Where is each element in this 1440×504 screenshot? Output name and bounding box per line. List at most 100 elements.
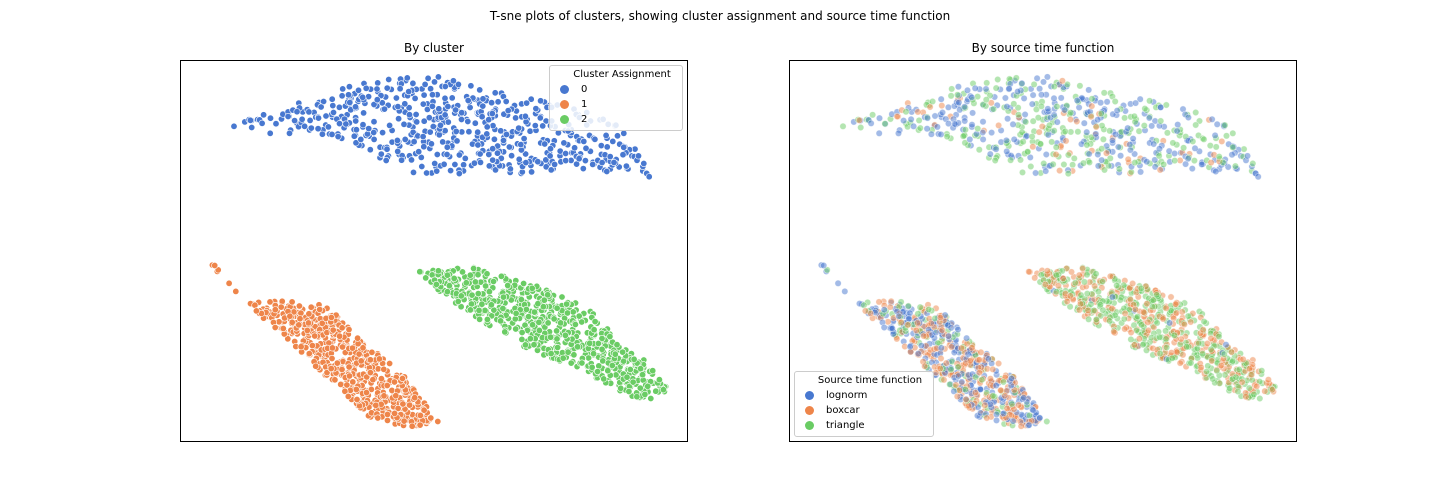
cluster-0-point [560, 139, 568, 147]
boxcar-point [975, 369, 983, 377]
cluster-0-point [539, 122, 547, 130]
triangle-point [1106, 127, 1114, 135]
boxcar-point [1031, 274, 1039, 282]
triangle-point [881, 120, 889, 128]
cluster-1-point [384, 410, 392, 418]
boxcar-point [995, 121, 1003, 129]
stf-panel: By source time function Source time func… [789, 41, 1297, 442]
boxcar-point [1106, 272, 1114, 280]
boxcar-point [981, 401, 989, 409]
boxcar-point [1167, 293, 1175, 301]
boxcar-point [1073, 117, 1081, 125]
boxcar-point [1178, 308, 1186, 316]
triangle-point [839, 122, 847, 130]
cluster-0-point [620, 143, 628, 151]
triangle-point [1232, 373, 1240, 381]
triangle-point [947, 92, 955, 100]
triangle-point [992, 84, 1000, 92]
cluster-0-point [435, 105, 443, 113]
lognorm-point [1155, 145, 1163, 153]
triangle-point [1100, 89, 1108, 97]
boxcar-point [1041, 280, 1049, 288]
triangle-point [1229, 129, 1237, 137]
cluster-0-point [504, 107, 512, 115]
cluster-0-point [470, 159, 478, 167]
triangle-point [959, 132, 967, 140]
triangle-point [1146, 97, 1154, 105]
cluster-0-point [436, 121, 444, 129]
cluster-0-point [381, 105, 389, 113]
cluster-1-point [318, 319, 326, 327]
cluster-2-point [432, 280, 440, 288]
triangle-point [1050, 82, 1058, 90]
cluster-0-point [395, 115, 403, 123]
cluster-0-point [230, 122, 238, 130]
triangle-point [1131, 159, 1139, 167]
cluster-0-point [291, 117, 299, 125]
cluster-2-point [539, 303, 547, 311]
lognorm-point [888, 324, 896, 332]
lognorm-point [907, 115, 915, 123]
cluster-2-point [644, 382, 652, 390]
triangle-point [1010, 100, 1018, 108]
boxcar-point [987, 99, 995, 107]
boxcar-point [1126, 296, 1134, 304]
triangle-point [1037, 102, 1045, 110]
triangle-point [954, 91, 962, 99]
cluster-0-point [357, 135, 365, 143]
cluster-2-point [569, 308, 577, 316]
cluster-0-point [248, 123, 256, 131]
cluster-1-point [329, 326, 337, 334]
cluster-0-point [483, 123, 491, 131]
cluster-0-point [386, 121, 394, 129]
boxcar-point [1038, 122, 1046, 130]
cluster-0-point [485, 162, 493, 170]
cluster-2-point [499, 293, 507, 301]
boxcar-point [968, 344, 976, 352]
boxcar-point [914, 319, 922, 327]
cluster-2-point [466, 271, 474, 279]
boxcar-point [952, 381, 960, 389]
lognorm-point [1157, 103, 1165, 111]
cluster-1-point [349, 378, 357, 386]
cluster-2-point [467, 300, 475, 308]
lognorm-point [964, 350, 972, 358]
lognorm-point [1124, 124, 1132, 132]
cluster-2-point [655, 376, 663, 384]
cluster-0-point [394, 147, 402, 155]
boxcar-point [1052, 151, 1060, 159]
boxcar-point [904, 321, 912, 329]
lognorm-point [992, 381, 1000, 389]
cluster-2-point [518, 335, 526, 343]
triangle-point [1231, 162, 1239, 170]
triangle-point [1024, 148, 1032, 156]
boxcar-point [1108, 305, 1116, 313]
cluster-0-point [284, 112, 292, 120]
cluster-0-point [373, 96, 381, 104]
triangle-point [1088, 95, 1096, 103]
cluster-1-point [288, 318, 296, 326]
lognorm-point [984, 355, 992, 363]
cluster-1-point [375, 355, 383, 363]
lognorm-point [993, 416, 1001, 424]
cluster-0-point [424, 74, 432, 82]
boxcar-point [1124, 155, 1132, 163]
boxcar-point [1001, 392, 1009, 400]
cluster-0-point [420, 91, 428, 99]
triangle-point [1156, 350, 1164, 358]
lognorm-point [954, 326, 962, 334]
cluster-1-point [411, 394, 419, 402]
lognorm-point [1143, 158, 1151, 166]
cluster-1-point [337, 380, 345, 388]
cluster-1-point [311, 332, 319, 340]
lognorm-point [1150, 140, 1158, 148]
triangle-point [961, 139, 969, 147]
triangle-point [925, 306, 933, 314]
cluster-2-point [561, 331, 569, 339]
boxcar-point [1217, 361, 1225, 369]
cluster-0-point [406, 111, 414, 119]
triangle-point [1052, 288, 1060, 296]
lognorm-point [963, 334, 971, 342]
lognorm-point [947, 324, 955, 332]
lognorm-point [1018, 79, 1026, 87]
